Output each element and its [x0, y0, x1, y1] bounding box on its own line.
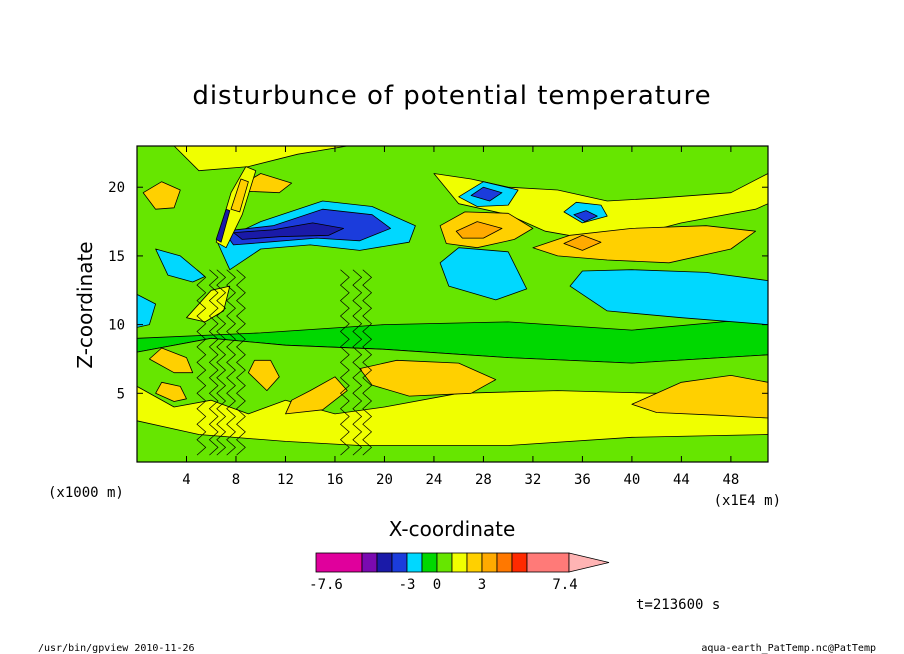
x-tick-label-11: 48	[722, 472, 739, 488]
contour-region-31	[230, 178, 249, 213]
plot-area	[137, 146, 768, 462]
contour-region-3	[148, 347, 194, 374]
colorbar-arrow	[568, 552, 610, 573]
contour-noise-line-2	[216, 269, 227, 456]
contour-region-22	[470, 186, 503, 202]
contour-noise-line-6	[352, 269, 363, 456]
y-tick-label-0: 5	[117, 386, 125, 402]
contour-region-6	[285, 376, 348, 415]
contour-region-10	[142, 181, 181, 210]
colorbar-label-2: 0	[433, 577, 441, 593]
x-tick-label-1: 8	[232, 472, 240, 488]
colorbar-label-3: 3	[478, 577, 486, 593]
contour-region-29	[233, 222, 345, 240]
colorbar-cell-6	[436, 552, 453, 573]
contour-region-7	[359, 359, 497, 397]
x-axis-label: X-coordinate	[389, 517, 516, 541]
x-tick-label-10: 44	[673, 472, 690, 488]
y-tick-label-2: 15	[108, 249, 125, 265]
colorbar	[315, 552, 610, 573]
colorbar-labels: -7.6 -3 0 3 7.4	[309, 577, 578, 593]
colorbar-cell-4	[406, 552, 423, 573]
x-tick-label-3: 16	[327, 472, 344, 488]
contour-region-12	[137, 146, 348, 172]
footer-left: /usr/bin/gpview 2010-11-26	[38, 643, 195, 654]
colorbar-cell-12	[526, 552, 570, 573]
contour-region-19	[439, 247, 528, 301]
contour-noise-line-1	[208, 269, 219, 456]
x-unit-label: (x1000 m)	[48, 485, 124, 501]
colorbar-cell-5	[421, 552, 438, 573]
contour-region-17	[532, 225, 756, 264]
contour-region-13	[186, 285, 231, 323]
colorbar-cell-7	[451, 552, 468, 573]
colorbar-label-1: -3	[399, 577, 416, 593]
contour-regions	[137, 146, 768, 462]
contour-region-20	[569, 269, 768, 326]
chart-title: disturbunce of potential temperature	[192, 81, 711, 111]
colorbar-label-4: 7.4	[552, 577, 577, 593]
contour-noise	[196, 269, 373, 456]
y-axis-ticks: 5 10 15 20	[108, 180, 768, 402]
contour-noise-line-0	[196, 269, 207, 456]
x-tick-label-5: 24	[426, 472, 443, 488]
colorbar-cell-9	[481, 552, 498, 573]
colorbar-label-0: -7.6	[309, 577, 343, 593]
contour-region-26	[155, 248, 206, 283]
colorbar-cell-3	[391, 552, 408, 573]
y-tick-label-3: 20	[108, 180, 125, 196]
contour-region-4	[155, 381, 187, 402]
colorbar-cell-1	[361, 552, 378, 573]
contour-region-8	[631, 374, 768, 419]
colorbar-cell-0	[315, 552, 363, 573]
contour-noise-line-4	[236, 269, 246, 456]
contour-region-32	[215, 208, 231, 243]
contour-region-18	[563, 234, 602, 251]
x-tick-label-0: 4	[182, 472, 190, 488]
contour-noise-line-3	[226, 269, 236, 456]
contour-region-16	[455, 221, 503, 239]
y-axis-label: Z-coordinate	[73, 241, 97, 368]
plot-frame	[136, 145, 769, 463]
x-axis-ticks: 4 8 12 16 20 24 28 32 36 40 44 48	[182, 146, 739, 488]
x-scale-label: (x1E4 m)	[714, 493, 781, 509]
colorbar-cell-2	[376, 552, 393, 573]
x-tick-label-4: 20	[376, 472, 393, 488]
time-label: t=213600 s	[636, 597, 720, 613]
x-tick-label-9: 40	[623, 472, 640, 488]
colorbar-cell-8	[466, 552, 483, 573]
contour-region-27	[137, 293, 157, 328]
x-tick-label-6: 28	[475, 472, 492, 488]
footer-right: aqua-earth_PatTemp.nc@PatTemp	[701, 643, 876, 654]
x-tick-label-7: 32	[524, 472, 541, 488]
y-tick-label-1: 10	[108, 318, 125, 334]
contour-region-24	[573, 210, 598, 223]
x-tick-label-2: 12	[277, 472, 294, 488]
contour-noise-line-5	[339, 269, 350, 456]
colorbar-cell-11	[511, 552, 528, 573]
x-tick-label-8: 36	[574, 472, 591, 488]
colorbar-cell-10	[496, 552, 513, 573]
contour-noise-line-7	[362, 269, 373, 456]
contour-region-5	[247, 359, 280, 392]
contour-region-1	[137, 420, 768, 462]
